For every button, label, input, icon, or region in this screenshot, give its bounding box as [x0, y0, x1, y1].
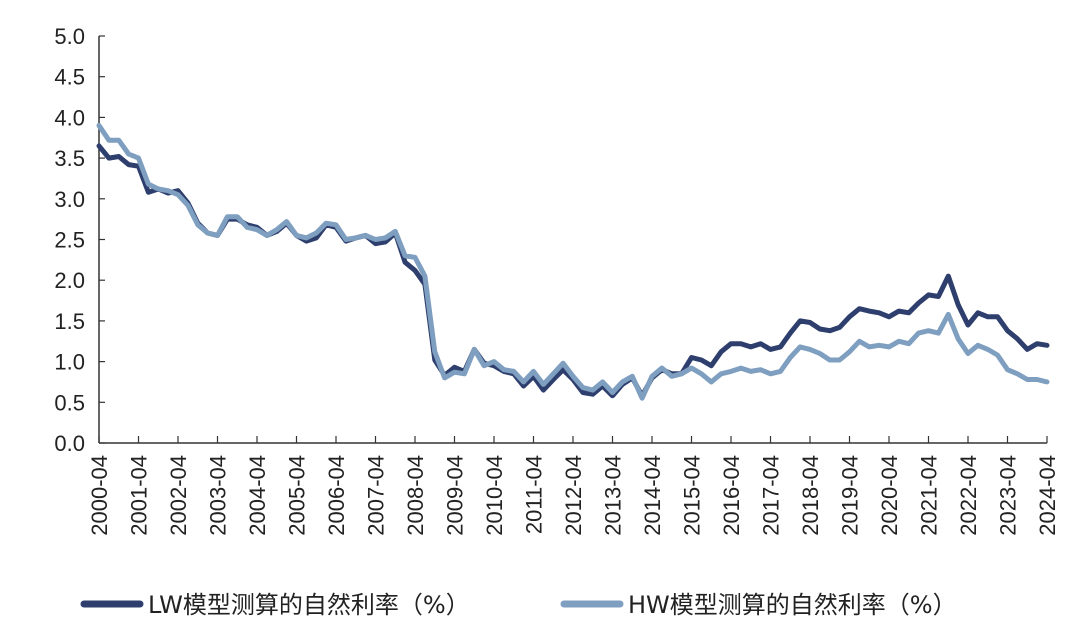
x-tick-label: 2006-04 — [324, 455, 349, 536]
x-tick-label: 2009-04 — [443, 455, 468, 536]
x-tick-label: 2001-04 — [127, 455, 152, 536]
y-tick-label: 4.0 — [54, 105, 85, 130]
y-tick-label: 3.5 — [54, 146, 85, 171]
y-tick-label: 0.0 — [54, 431, 85, 456]
x-tick-label: 2012-04 — [561, 455, 586, 536]
legend-label-hw: HW模型测算的自然利率（%） — [628, 591, 957, 619]
x-tick-label: 2020-04 — [877, 455, 902, 536]
x-tick-label: 2023-04 — [996, 455, 1021, 536]
x-tick-label: 2024-04 — [1035, 455, 1060, 536]
series-line-hw — [96, 123, 1050, 401]
x-tick-label: 2007-04 — [364, 455, 389, 536]
x-tick-label: 2010-04 — [482, 455, 507, 536]
x-tick-label: 2000-04 — [87, 455, 112, 536]
x-tick-label: 2004-04 — [245, 455, 270, 536]
legend: LW模型测算的自然利率（%） HW模型测算的自然利率（%） — [80, 591, 957, 619]
y-tick-label: 3.0 — [54, 187, 85, 212]
series-lines — [96, 123, 1050, 401]
x-tick-label: 2016-04 — [719, 455, 744, 536]
y-tick-label: 0.5 — [54, 390, 85, 415]
x-tick-label: 2011-04 — [522, 455, 547, 534]
x-tick-label: 2002-04 — [166, 455, 191, 536]
series-line-lw — [96, 143, 1050, 399]
x-tick-label: 2019-04 — [838, 455, 863, 536]
x-tick-label: 2014-04 — [640, 455, 665, 536]
y-tick-label: 1.0 — [54, 350, 85, 375]
y-tick-label: 1.5 — [54, 309, 85, 334]
x-tick-label: 2018-04 — [798, 455, 823, 536]
x-tick-label: 2005-04 — [285, 455, 310, 536]
y-axis: 0.0 0.5 1.0 1.5 2.0 2.5 3.0 3.5 4.0 4.5 5.0 — [54, 24, 105, 456]
x-tick-label: 2008-04 — [403, 455, 428, 536]
x-tick-label: 2015-04 — [680, 455, 705, 536]
y-tick-label: 2.5 — [54, 228, 85, 253]
legend-label-lw: LW模型测算的自然利率（%） — [148, 591, 470, 619]
y-tick-label: 4.5 — [54, 65, 85, 90]
x-tick-label: 2022-04 — [956, 455, 981, 536]
x-tick-label: 2013-04 — [601, 455, 626, 536]
x-axis: 2000-04 2001-04 2002-04 2003-04 2004-04 2005-… — [87, 436, 1060, 536]
y-tick-label: 2.0 — [54, 268, 85, 293]
y-tick-label: 5.0 — [54, 24, 85, 49]
x-tick-label: 2017-04 — [759, 455, 784, 536]
x-tick-label: 2003-04 — [206, 455, 231, 536]
x-tick-label: 2021-04 — [917, 455, 942, 536]
